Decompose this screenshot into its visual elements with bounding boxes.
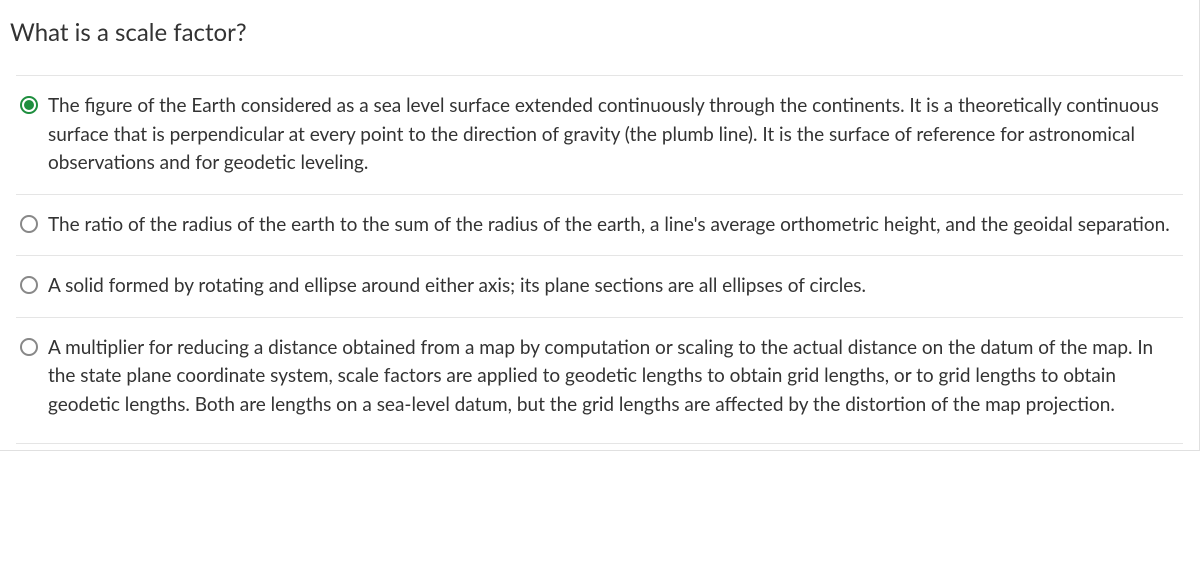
- question-card: What is a scale factor? The figure of th…: [0, 0, 1200, 451]
- question-header: What is a scale factor?: [0, 0, 1199, 75]
- option-row[interactable]: The ratio of the radius of the earth to …: [16, 194, 1183, 256]
- option-label: The figure of the Earth considered as a …: [42, 92, 1183, 178]
- radio-icon[interactable]: [20, 96, 38, 114]
- radio-icon[interactable]: [20, 215, 38, 233]
- radio-wrap: [16, 211, 42, 233]
- option-label: The ratio of the radius of the earth to …: [42, 211, 1183, 240]
- divider: [16, 443, 1183, 444]
- radio-wrap: [16, 334, 42, 356]
- radio-icon[interactable]: [20, 338, 38, 356]
- options-list: The figure of the Earth considered as a …: [0, 75, 1199, 450]
- question-prompt: What is a scale factor?: [10, 18, 247, 47]
- option-row[interactable]: A solid formed by rotating and ellipse a…: [16, 255, 1183, 317]
- option-label: A solid formed by rotating and ellipse a…: [42, 272, 1183, 301]
- option-label: A multiplier for reducing a distance obt…: [42, 334, 1183, 420]
- radio-icon[interactable]: [20, 276, 38, 294]
- radio-wrap: [16, 272, 42, 294]
- radio-wrap: [16, 92, 42, 114]
- option-row[interactable]: A multiplier for reducing a distance obt…: [16, 317, 1183, 436]
- option-row[interactable]: The figure of the Earth considered as a …: [16, 75, 1183, 194]
